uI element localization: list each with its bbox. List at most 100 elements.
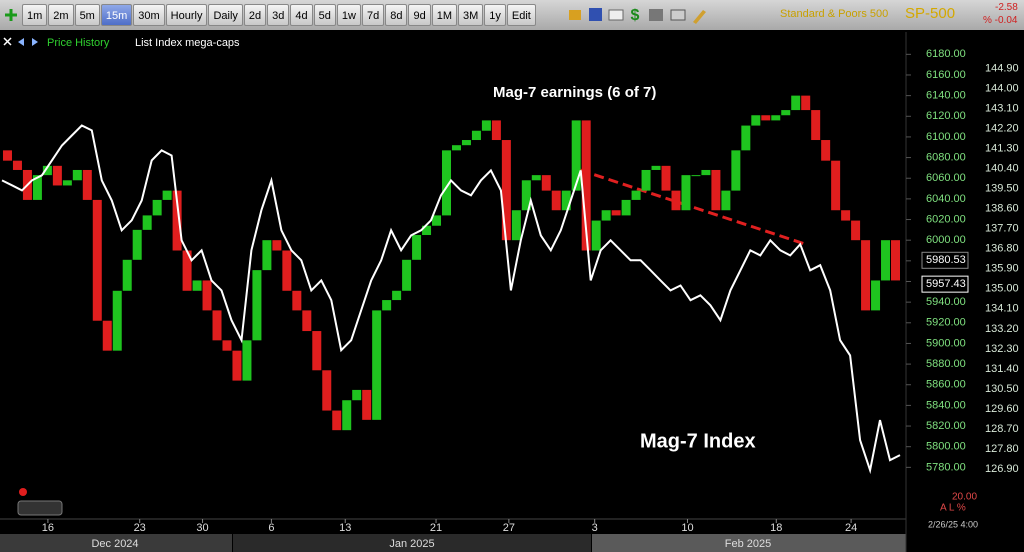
price-bar bbox=[292, 290, 302, 311]
price-bar bbox=[92, 199, 102, 321]
timeframe-button[interactable]: Edit bbox=[506, 4, 536, 26]
add-icon[interactable] bbox=[3, 7, 19, 23]
button-row: 1m 2m 5m 15m 30m Hourly Daily 2d 3d 4d 5d 1w 7d 8d 9d 1… bbox=[22, 4, 537, 26]
card-icon[interactable] bbox=[670, 9, 686, 21]
y-tick-label: 5820.00 bbox=[926, 420, 966, 432]
price-bar bbox=[651, 165, 661, 170]
price-bar bbox=[372, 310, 382, 420]
lock-icon[interactable] bbox=[568, 10, 581, 20]
price-bar bbox=[272, 240, 282, 251]
timeframe-button[interactable]: Hourly bbox=[165, 4, 208, 26]
change-pct: % -0.04 bbox=[983, 15, 1018, 26]
instrument-name: Standard & Poors 500 bbox=[780, 8, 889, 20]
y2-tick-label: 130.50 bbox=[985, 383, 1019, 395]
y-tick-label: 6080.00 bbox=[926, 151, 966, 163]
timeframe-button[interactable]: 1y bbox=[484, 4, 506, 26]
price-bar bbox=[252, 270, 262, 341]
timeframe-button[interactable]: 1M bbox=[431, 4, 457, 26]
price-bar bbox=[601, 210, 611, 221]
price-bar bbox=[581, 120, 591, 251]
widget[interactable] bbox=[17, 500, 63, 516]
y-tick-label: 5800.00 bbox=[926, 441, 966, 453]
x-tick-label: 23 bbox=[134, 522, 146, 534]
price-bar bbox=[771, 115, 781, 121]
timeframe-button[interactable]: 1m bbox=[22, 4, 48, 26]
price-bar bbox=[52, 165, 62, 186]
price-bar bbox=[861, 240, 871, 311]
price-bar bbox=[491, 120, 501, 141]
y-tick-label: 6100.00 bbox=[926, 131, 966, 143]
y2-tick-label: 139.50 bbox=[985, 183, 1019, 195]
timeframe-button[interactable]: 1w bbox=[336, 4, 361, 26]
timeframe-button[interactable]: 9d bbox=[408, 4, 431, 26]
legend-entry[interactable]: Price History bbox=[47, 37, 110, 49]
timeframe-button[interactable]: 30m bbox=[133, 4, 165, 26]
price-bar bbox=[442, 150, 451, 216]
mail-icon[interactable] bbox=[608, 9, 624, 21]
price-bar bbox=[851, 220, 861, 241]
price-bar bbox=[242, 340, 252, 381]
timeframe-button[interactable]: 8d bbox=[385, 4, 408, 26]
price-bar bbox=[142, 215, 152, 230]
status-dot bbox=[19, 488, 27, 496]
price-bar bbox=[631, 190, 641, 200]
y2-tick-label: 131.40 bbox=[985, 363, 1019, 375]
print-icon[interactable] bbox=[648, 9, 663, 21]
timeframe-button[interactable]: 15m bbox=[100, 4, 133, 26]
toolbar: 1m 2m 5m 15m 30m Hourly Daily 2d 3d 4d 5d 1w 7d 8d 9d 1… bbox=[0, 0, 1024, 30]
y-tick-label: 6060.00 bbox=[926, 172, 966, 184]
y2-tick-label: 129.60 bbox=[985, 403, 1019, 415]
timeframe-button[interactable]: Daily bbox=[208, 4, 243, 26]
price-bar bbox=[641, 169, 651, 191]
trend-line bbox=[579, 168, 809, 247]
instrument-symbol: SP-500 bbox=[905, 5, 956, 22]
pencil-icon[interactable] bbox=[692, 10, 706, 24]
y2-tick-label: 126.90 bbox=[985, 463, 1019, 475]
price-bar bbox=[222, 340, 232, 351]
y2-tick-label: 137.70 bbox=[985, 223, 1019, 235]
timeframe-button[interactable]: 2d bbox=[243, 4, 267, 26]
right-icon[interactable] bbox=[32, 38, 38, 46]
price-bar bbox=[661, 165, 671, 191]
price-bar bbox=[891, 240, 900, 281]
dollar-icon[interactable]: $ bbox=[630, 7, 639, 24]
timeframe-button[interactable]: 2m bbox=[48, 4, 74, 26]
y-tick-label: 5900.00 bbox=[926, 337, 966, 349]
y2-tick-label: 134.10 bbox=[985, 303, 1019, 315]
y-tick-label: 5920.00 bbox=[926, 317, 966, 329]
price-bar bbox=[681, 175, 691, 211]
price-bar bbox=[232, 350, 242, 381]
timeframe-button[interactable]: 7d bbox=[361, 4, 385, 26]
x-tick-label: 3 bbox=[592, 522, 598, 534]
x-tick-label: 24 bbox=[845, 522, 857, 534]
price-bar bbox=[262, 240, 272, 271]
y2-tick-label: 135.00 bbox=[985, 283, 1019, 295]
y-tick-label: 5860.00 bbox=[926, 379, 966, 391]
price-bar bbox=[322, 370, 332, 411]
price-bar bbox=[432, 215, 442, 226]
timeframe-button[interactable]: 3d bbox=[267, 4, 290, 26]
price-bar bbox=[801, 95, 811, 111]
y2-tick-label: 136.80 bbox=[985, 243, 1019, 255]
legend-entry[interactable]: List Index mega-caps bbox=[135, 37, 240, 49]
y-tick-label: 6120.00 bbox=[926, 110, 966, 122]
price-bar bbox=[451, 145, 461, 151]
close-icon[interactable] bbox=[3, 37, 12, 46]
month-label: Feb 2025 bbox=[725, 538, 771, 550]
timeframe-button[interactable]: 5d bbox=[313, 4, 336, 26]
price-bar bbox=[781, 110, 791, 116]
timeframe-button[interactable]: 4d bbox=[290, 4, 313, 26]
price-bar bbox=[32, 175, 42, 200]
price-bar bbox=[551, 190, 561, 211]
price-bar bbox=[761, 115, 771, 121]
y-tick-label: 5940.00 bbox=[926, 296, 966, 308]
x-tick-label: 21 bbox=[430, 522, 442, 534]
timeframe-button[interactable]: 3M bbox=[458, 4, 484, 26]
left-icon[interactable] bbox=[18, 38, 24, 46]
save-icon[interactable] bbox=[588, 8, 602, 21]
timeframe-button[interactable]: 5m bbox=[74, 4, 100, 26]
y-tick-label: 6020.00 bbox=[926, 213, 966, 225]
y2-tick-label: 143.10 bbox=[985, 102, 1019, 114]
